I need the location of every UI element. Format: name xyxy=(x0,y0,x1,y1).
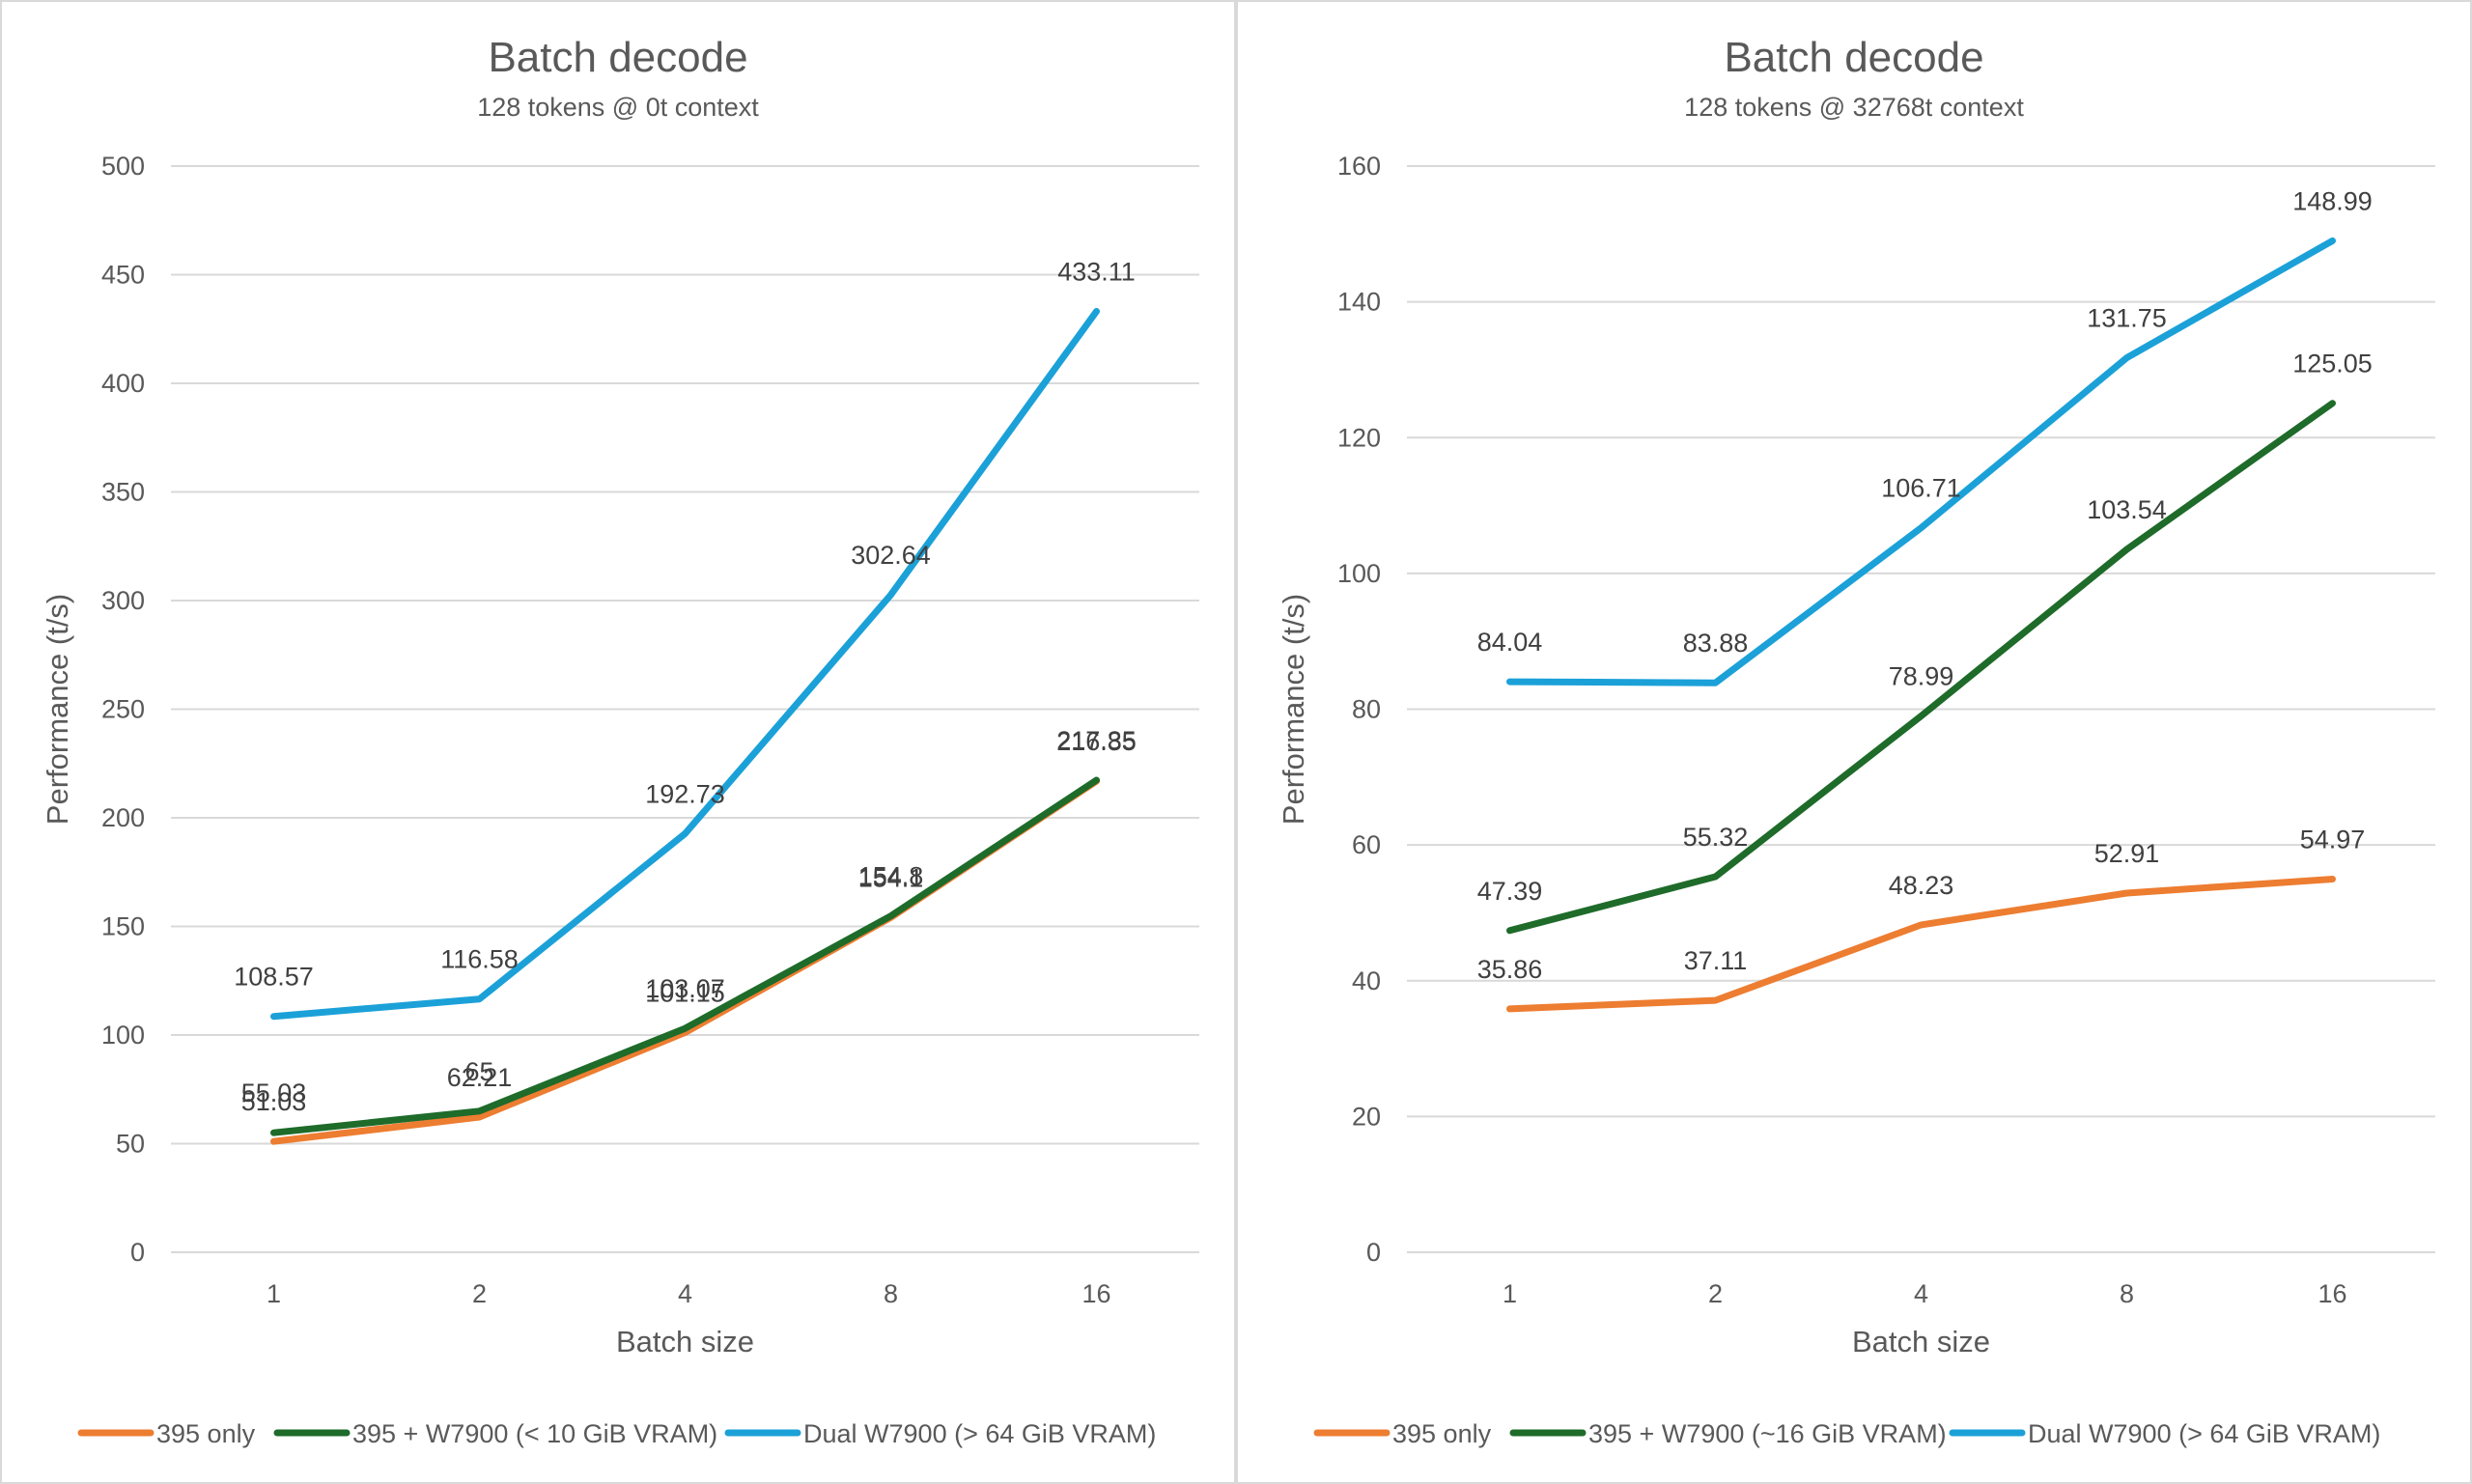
y-tick-label-left-350: 350 xyxy=(101,478,145,507)
data-label-right-dual-w7900-64-gib-vram-2: 83.88 xyxy=(1683,629,1749,658)
data-label-right-395-w7900-16-gib-vram-8: 103.54 xyxy=(2087,495,2167,524)
chart-title-left: Batch decode xyxy=(488,34,747,81)
data-label-right-395-only-2: 37.11 xyxy=(1684,946,1748,975)
y-tick-label-right-20: 20 xyxy=(1352,1102,1381,1131)
x-tick-label-left-1: 1 xyxy=(267,1279,281,1308)
x-tick-label-left-2: 2 xyxy=(472,1279,487,1308)
y-tick-label-left-500: 500 xyxy=(101,152,145,181)
y-tick-label-right-140: 140 xyxy=(1337,288,1381,317)
y-tick-label-right-100: 100 xyxy=(1337,559,1381,588)
x-tick-label-left-8: 8 xyxy=(884,1279,898,1308)
legend-label-right-395-only: 395 only xyxy=(1392,1419,1492,1448)
x-tick-label-left-4: 4 xyxy=(678,1279,692,1308)
y-tick-label-left-300: 300 xyxy=(101,586,145,615)
data-label-left-dual-w7900-64-gib-vram-4: 192.73 xyxy=(645,779,725,808)
x-tick-label-left-16: 16 xyxy=(1082,1279,1110,1308)
data-label-left-395-only-8: 154.1 xyxy=(858,863,924,892)
data-label-left-395-only-1: 51.03 xyxy=(241,1087,307,1116)
data-label-left-395-w7900-10-gib-vram-2: 65 xyxy=(464,1057,493,1086)
data-label-left-395-w7900-10-gib-vram-1: 55.03 xyxy=(241,1078,307,1107)
series-line-left-395-w7900-10-gib-vram xyxy=(270,776,1100,1136)
data-label-left-395-only-4: 101.15 xyxy=(645,978,725,1007)
data-label-right-395-w7900-16-gib-vram-1: 47.39 xyxy=(1477,877,1543,906)
legend-label-left-dual-w7900-64-gib-vram: Dual W7900 (> 64 GiB VRAM) xyxy=(803,1419,1156,1448)
data-label-right-395-w7900-16-gib-vram-16: 125.05 xyxy=(2292,350,2373,378)
y-tick-label-left-450: 450 xyxy=(101,261,145,290)
data-label-right-395-only-8: 52.91 xyxy=(2094,839,2160,868)
data-label-right-395-only-16: 54.97 xyxy=(2300,825,2366,854)
x-tick-label-right-1: 1 xyxy=(1503,1279,1517,1308)
data-label-right-dual-w7900-64-gib-vram-4: 106.71 xyxy=(1881,474,1961,503)
chart-left: Batch decode 128 tokens @ 0t context 0 50 10… xyxy=(41,34,1199,1448)
y-tick-label-left-150: 150 xyxy=(101,912,145,941)
y-tick-label-right-60: 60 xyxy=(1352,830,1381,859)
y-tick-label-right-160: 160 xyxy=(1337,152,1381,181)
x-axis-title-right: Batch size xyxy=(1852,1325,1990,1358)
data-label-left-395-w7900-10-gib-vram-4: 103.07 xyxy=(645,974,725,1003)
series-line-left-dual-w7900-64-gib-vram xyxy=(270,308,1100,1021)
legend-label-left-395-only: 395 only xyxy=(156,1419,256,1448)
series-line-right-395-only xyxy=(1506,876,2336,1013)
data-label-left-395-only-16: 216.85 xyxy=(1056,727,1137,756)
data-label-right-dual-w7900-64-gib-vram-8: 131.75 xyxy=(2087,304,2167,333)
x-tick-label-right-16: 16 xyxy=(2318,1279,2346,1308)
data-label-left-dual-w7900-64-gib-vram-1: 108.57 xyxy=(234,963,314,992)
chart-panel-right: Batch decode 128 tokens @ 32768t context 0… xyxy=(1236,0,2472,1484)
y-tick-label-left-250: 250 xyxy=(101,695,145,724)
data-label-right-dual-w7900-64-gib-vram-1: 84.04 xyxy=(1477,628,1543,657)
data-label-left-395-w7900-10-gib-vram-16: 217.35 xyxy=(1056,726,1137,755)
x-axis-title-left: Batch size xyxy=(616,1325,754,1358)
chart-title-right: Batch decode xyxy=(1724,34,1983,81)
data-label-right-dual-w7900-64-gib-vram-16: 148.99 xyxy=(2292,186,2373,215)
y-tick-label-left-200: 200 xyxy=(101,803,145,832)
legend-label-right-395-w7900-16-gib-vram: 395 + W7900 (~16 GiB VRAM) xyxy=(1588,1419,1947,1448)
data-label-right-395-w7900-16-gib-vram-4: 78.99 xyxy=(1889,662,1954,691)
chart-right: Batch decode 128 tokens @ 32768t context 0… xyxy=(1277,34,2435,1448)
chart-panel-left: Batch decode 128 tokens @ 0t context 0 50 10… xyxy=(0,0,1236,1484)
y-axis-title-right: Performance (t/s) xyxy=(1277,594,1310,825)
x-tick-label-right-4: 4 xyxy=(1914,1279,1928,1308)
y-tick-label-left-400: 400 xyxy=(101,369,145,398)
chart-subtitle-right: 128 tokens @ 32768t context xyxy=(1684,93,2024,122)
series-line-right-395-w7900-16-gib-vram xyxy=(1506,400,2336,935)
data-label-left-395-only-2: 62.21 xyxy=(447,1063,513,1092)
data-label-right-395-w7900-16-gib-vram-2: 55.32 xyxy=(1683,823,1749,852)
series-line-right-dual-w7900-64-gib-vram xyxy=(1506,237,2336,686)
y-tick-label-left-100: 100 xyxy=(101,1021,145,1050)
data-label-left-dual-w7900-64-gib-vram-2: 116.58 xyxy=(440,945,519,974)
chart-subtitle-left: 128 tokens @ 0t context xyxy=(477,93,759,122)
y-tick-label-right-120: 120 xyxy=(1337,423,1381,452)
y-tick-label-right-40: 40 xyxy=(1352,966,1381,995)
data-label-left-dual-w7900-64-gib-vram-8: 302.64 xyxy=(851,541,931,570)
x-tick-label-right-2: 2 xyxy=(1708,1279,1723,1308)
y-axis-title-left: Performance (t/s) xyxy=(41,594,74,825)
y-tick-label-left-0: 0 xyxy=(130,1238,145,1267)
y-tick-label-left-50: 50 xyxy=(116,1130,145,1159)
data-label-left-dual-w7900-64-gib-vram-16: 433.11 xyxy=(1057,258,1136,287)
data-label-left-395-w7900-10-gib-vram-8: 154.8 xyxy=(858,862,924,891)
data-label-right-395-only-1: 35.86 xyxy=(1477,955,1543,984)
legend-label-left-395-w7900-10-gib-vram: 395 + W7900 (< 10 GiB VRAM) xyxy=(352,1419,717,1448)
legend-label-right-dual-w7900-64-gib-vram: Dual W7900 (> 64 GiB VRAM) xyxy=(2028,1419,2380,1448)
x-tick-label-right-8: 8 xyxy=(2120,1279,2134,1308)
y-tick-label-right-80: 80 xyxy=(1352,695,1381,724)
data-label-right-395-only-4: 48.23 xyxy=(1889,871,1954,900)
y-tick-label-right-0: 0 xyxy=(1366,1238,1381,1267)
